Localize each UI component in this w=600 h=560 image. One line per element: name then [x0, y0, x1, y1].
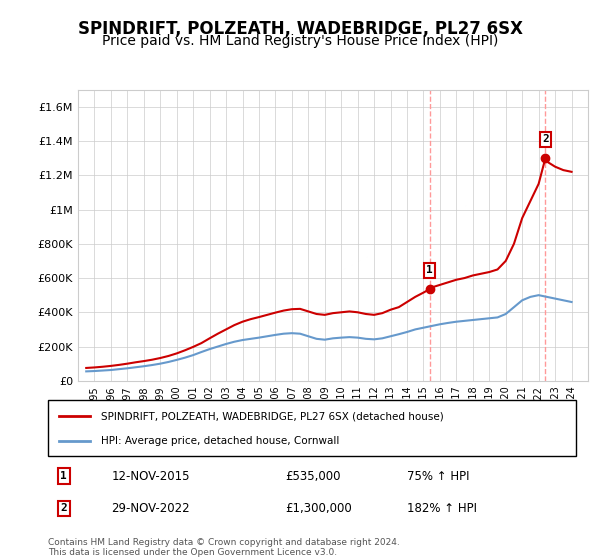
Text: 2: 2 — [61, 503, 67, 514]
Text: SPINDRIFT, POLZEATH, WADEBRIDGE, PL27 6SX (detached house): SPINDRIFT, POLZEATH, WADEBRIDGE, PL27 6S… — [101, 411, 443, 421]
Text: £535,000: £535,000 — [286, 470, 341, 483]
Text: Contains HM Land Registry data © Crown copyright and database right 2024.
This d: Contains HM Land Registry data © Crown c… — [48, 538, 400, 557]
Text: HPI: Average price, detached house, Cornwall: HPI: Average price, detached house, Corn… — [101, 436, 339, 446]
FancyBboxPatch shape — [48, 400, 576, 456]
Text: 2: 2 — [542, 134, 549, 144]
Text: £1,300,000: £1,300,000 — [286, 502, 352, 515]
Text: 12-NOV-2015: 12-NOV-2015 — [112, 470, 190, 483]
Text: 29-NOV-2022: 29-NOV-2022 — [112, 502, 190, 515]
Text: Price paid vs. HM Land Registry's House Price Index (HPI): Price paid vs. HM Land Registry's House … — [102, 34, 498, 48]
Text: 1: 1 — [426, 265, 433, 276]
Text: SPINDRIFT, POLZEATH, WADEBRIDGE, PL27 6SX: SPINDRIFT, POLZEATH, WADEBRIDGE, PL27 6S… — [77, 20, 523, 38]
Text: 182% ↑ HPI: 182% ↑ HPI — [407, 502, 477, 515]
Text: 75% ↑ HPI: 75% ↑ HPI — [407, 470, 470, 483]
Text: 1: 1 — [61, 471, 67, 481]
